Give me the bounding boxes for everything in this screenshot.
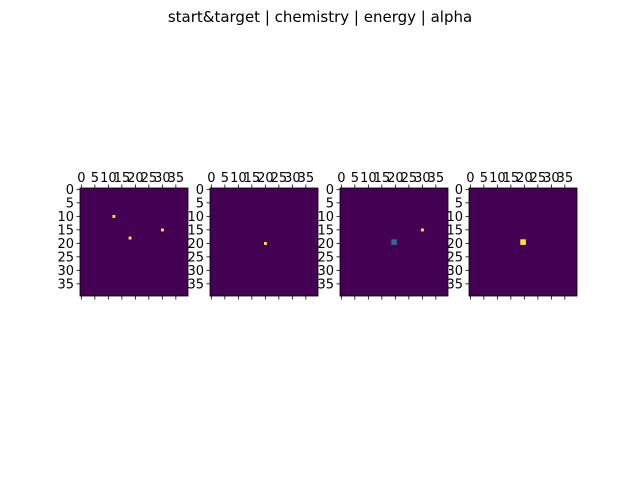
y-tick-label: 5 [326,196,334,211]
y-tick-label: 30 [317,264,334,279]
y-tick-label: 35 [317,277,334,292]
y-tick-label: 25 [446,250,463,265]
heatmap-cell [520,242,524,245]
x-tick-label: 5 [480,171,488,186]
axes-frame [339,187,449,297]
x-tick-label: 10 [100,171,117,186]
x-tick-label: 25 [141,171,158,186]
x-tick-label: 10 [360,171,377,186]
y-tick-label: 30 [57,264,74,279]
x-tick-label: 35 [168,171,185,186]
axes-frame [468,187,578,297]
heatmap-cell [421,228,424,232]
heatmap-cell [161,228,164,232]
y-tick-label: 20 [57,237,74,252]
x-tick-label: 30 [284,171,301,186]
x-tick-label: 20 [127,171,144,186]
figure-title: start&target | chemistry | energy | alph… [168,8,472,26]
y-tick-label: 5 [455,196,463,211]
heatmap-cell [264,242,267,245]
y-tick-label: 35 [57,277,74,292]
y-tick-label: 15 [187,223,204,238]
x-tick-label: 30 [154,171,171,186]
x-tick-label: 20 [257,171,274,186]
y-tick-label: 25 [317,250,334,265]
heatmap-background [80,188,188,296]
x-tick-label: 15 [114,171,131,186]
heatmap-cell [391,239,395,243]
y-tick-label: 5 [196,196,204,211]
heatmap-cell [394,242,397,245]
y-tick-label: 25 [57,250,74,265]
heatmap-cell [523,242,526,245]
y-tick-label: 35 [187,277,204,292]
axes-frame [209,187,319,297]
y-tick-label: 10 [187,210,204,225]
y-tick-label: 10 [317,210,334,225]
y-tick-label: 20 [187,237,204,252]
x-tick-label: 30 [414,171,431,186]
x-tick-label: 0 [207,171,215,186]
y-tick-label: 30 [187,264,204,279]
y-tick-label: 20 [317,237,334,252]
x-tick-label: 25 [530,171,547,186]
y-tick-label: 25 [187,250,204,265]
x-tick-label: 0 [77,171,85,186]
x-tick-label: 5 [221,171,229,186]
x-tick-label: 10 [489,171,506,186]
x-tick-label: 5 [351,171,359,186]
y-tick-label: 35 [446,277,463,292]
heatmap-cell [391,242,395,245]
y-tick-label: 10 [446,210,463,225]
y-tick-label: 0 [196,183,204,198]
y-tick-label: 0 [66,183,74,198]
heatmap-cell [520,239,524,243]
heatmap-cell [523,239,526,243]
x-tick-label: 15 [503,171,520,186]
heatmap-cell [128,236,132,240]
x-tick-label: 35 [428,171,445,186]
x-tick-label: 35 [557,171,574,186]
x-tick-label: 20 [387,171,404,186]
y-tick-label: 15 [446,223,463,238]
y-tick-label: 5 [66,196,74,211]
x-tick-label: 25 [401,171,418,186]
x-tick-label: 35 [298,171,315,186]
x-tick-label: 30 [543,171,560,186]
x-tick-label: 25 [271,171,288,186]
y-tick-label: 10 [57,210,74,225]
x-tick-label: 15 [374,171,391,186]
axes-frame [79,187,189,297]
y-tick-label: 15 [57,223,74,238]
heatmap-cell [112,215,116,218]
y-tick-label: 20 [446,237,463,252]
y-tick-label: 0 [326,183,334,198]
x-tick-label: 10 [230,171,247,186]
y-tick-label: 15 [317,223,334,238]
x-tick-label: 20 [516,171,533,186]
heatmap-cell [394,239,397,243]
x-tick-label: 0 [466,171,474,186]
y-tick-label: 0 [455,183,463,198]
x-tick-label: 5 [91,171,99,186]
x-tick-label: 15 [244,171,261,186]
x-tick-label: 0 [337,171,345,186]
y-tick-label: 30 [446,264,463,279]
